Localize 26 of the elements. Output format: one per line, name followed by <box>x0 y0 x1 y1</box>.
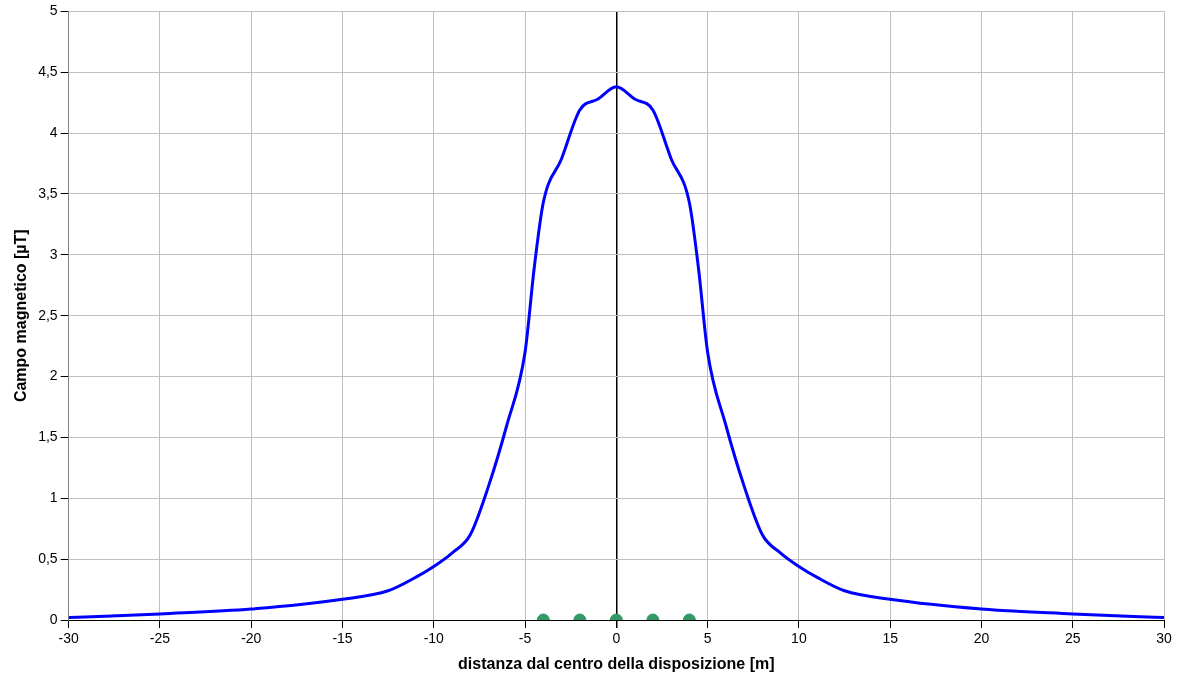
y-tick-label: 3 <box>49 245 58 262</box>
x-tick-label: -25 <box>149 630 171 647</box>
y-tick-label: 4,5 <box>38 63 58 80</box>
y-tick-label: 1 <box>49 489 58 506</box>
y-tick-label: 0 <box>49 610 58 627</box>
x-tick-label: 10 <box>791 630 807 647</box>
y-tick-label: 3,5 <box>38 184 58 201</box>
x-tick-label: 5 <box>703 630 712 647</box>
x-tick-label: 15 <box>882 630 899 647</box>
x-tick-label: -10 <box>423 630 445 647</box>
x-tick-label: -5 <box>518 630 532 647</box>
x-axis-title: distanza dal centro della disposizione [m] <box>458 654 775 672</box>
x-tick-label: 30 <box>1156 630 1172 647</box>
y-tick-label: 4 <box>49 123 58 140</box>
y-tick-label: 0,5 <box>38 550 58 566</box>
y-tick-label: 5 <box>49 2 58 19</box>
x-tick-label: 0 <box>612 630 621 647</box>
x-tick-label: 25 <box>1064 630 1081 647</box>
x-tick-label: -30 <box>58 630 79 647</box>
x-tick-label: -15 <box>332 630 353 647</box>
y-tick-label: 2,5 <box>38 306 58 323</box>
x-tick-label: 20 <box>973 630 990 647</box>
x-tick-label: -20 <box>241 630 262 647</box>
y-tick-label: 2 <box>49 367 58 384</box>
y-tick-label: 1,5 <box>38 428 58 445</box>
y-axis-title: Campo magnetico [µT] <box>12 229 30 403</box>
